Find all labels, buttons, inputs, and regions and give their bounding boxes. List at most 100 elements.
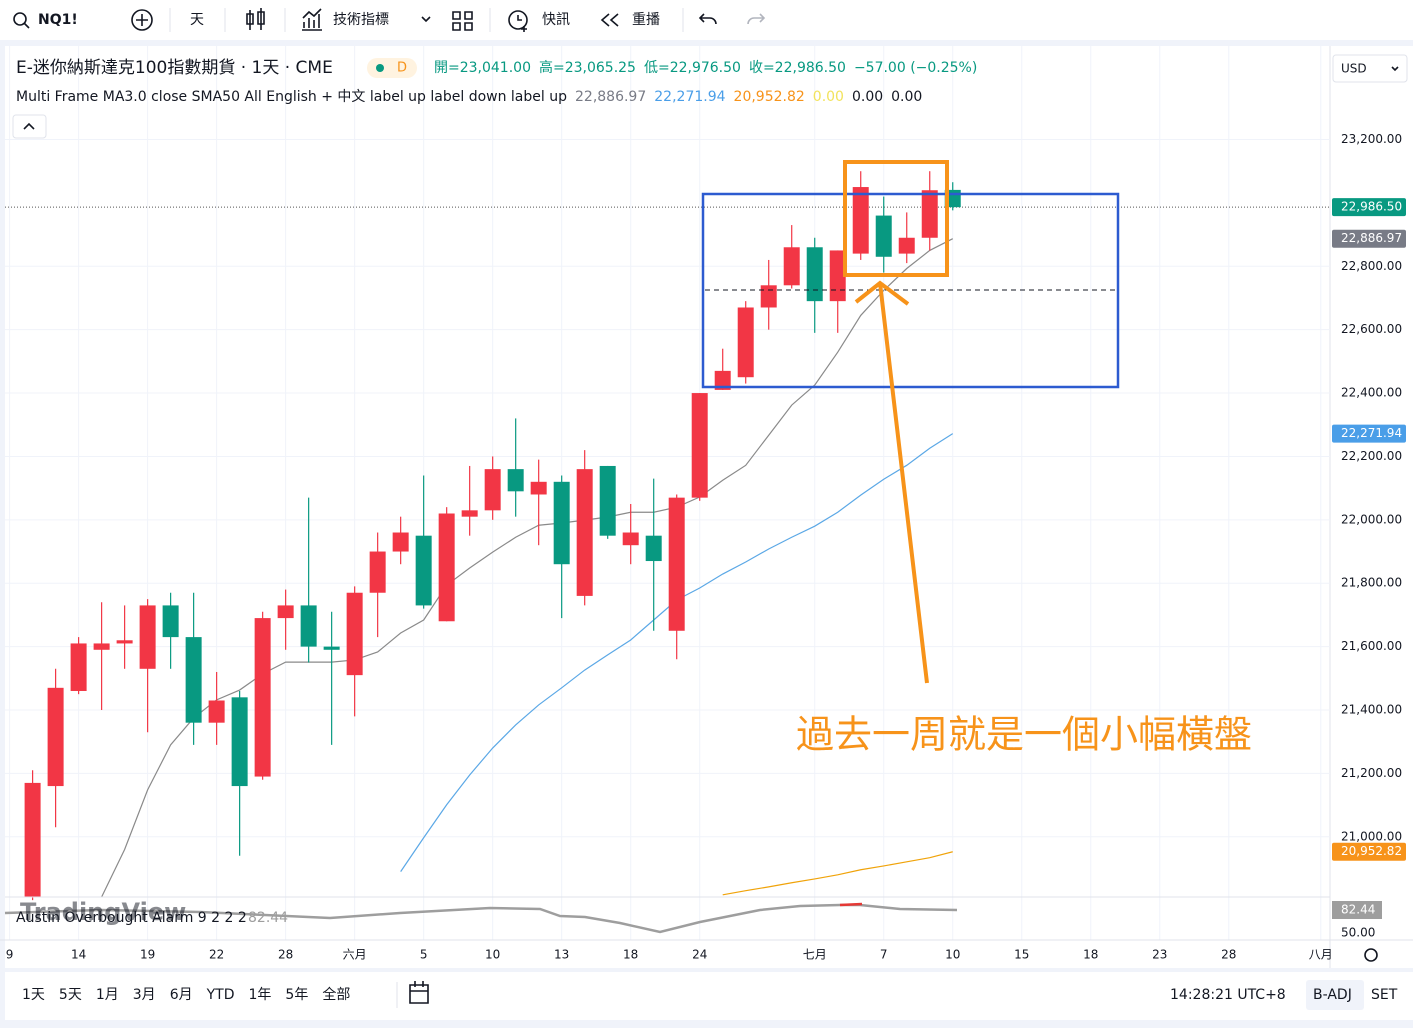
range-button[interactable]: 1年	[249, 987, 272, 1003]
dropdown-icon[interactable]	[421, 16, 431, 23]
x-tick-label: 28	[278, 948, 293, 962]
candle-body	[668, 497, 685, 631]
search-icon	[13, 12, 27, 26]
x-tick-label: 15	[1014, 948, 1029, 962]
ohlc-value: −57.00 (−0.25%)	[854, 60, 977, 76]
oscillator-tag-label: 82.44	[1341, 903, 1375, 917]
x-tick-label: 10	[485, 948, 500, 962]
candle-body	[852, 187, 869, 254]
candle-body	[438, 513, 455, 622]
x-tick-label: 28	[1221, 948, 1236, 962]
x-tick-label: 5	[420, 948, 428, 962]
adj-label: B-ADJ	[1313, 987, 1352, 1003]
indicators-button[interactable]: 技術指標	[333, 12, 389, 28]
date-range-icon[interactable]	[409, 981, 429, 1004]
indicator-values: 22,886.97 22,271.94 20,952.82 0.00 0.00 0.00	[575, 89, 922, 105]
candle-body	[139, 605, 156, 669]
candle-body	[645, 535, 662, 562]
arrow[interactable]	[854, 280, 929, 684]
price-tag	[1332, 424, 1406, 443]
x-tick-label: 22	[209, 948, 224, 962]
price-tag-label: 20,952.82	[1341, 844, 1402, 858]
replay-button[interactable]: 重播	[632, 12, 660, 28]
symbol[interactable]: NQ1!	[38, 12, 78, 28]
candle-body	[323, 646, 340, 650]
settings-icon[interactable]	[1364, 948, 1378, 962]
range-button[interactable]: 1天	[22, 987, 45, 1003]
range-button[interactable]: 5天	[59, 987, 82, 1003]
x-tick-label: 七月	[803, 948, 827, 962]
price-tag	[1332, 229, 1406, 248]
watermark: TradingView	[20, 898, 186, 926]
alert-icon[interactable]	[508, 10, 528, 30]
candle-body	[185, 637, 202, 723]
badge-label: D	[397, 61, 407, 76]
candle-icon[interactable]	[246, 8, 265, 30]
indicator-value: 22,271.94	[654, 89, 725, 105]
candle-body	[277, 605, 294, 619]
range-bar: 1天 5天 1月 3月 6月 YTD 1年 5年 全部	[22, 986, 350, 1003]
range-button[interactable]: 全部	[322, 986, 350, 1003]
y-tick-label: 21,000.00	[1341, 829, 1402, 843]
candle-body	[783, 247, 800, 286]
candle-body	[392, 532, 409, 552]
candle-body	[70, 643, 87, 691]
candle-body	[829, 250, 846, 302]
candle-body	[691, 393, 708, 498]
x-tick-label: 10	[945, 948, 960, 962]
candle-body	[162, 605, 179, 638]
ma-line	[722, 851, 953, 896]
ohlc: 開=23,041.00 高=23,065.25 低=22,976.50 收=22,98…	[434, 59, 977, 76]
y-tick-label: 22,000.00	[1341, 512, 1402, 526]
candle-body	[369, 551, 386, 593]
range-box[interactable]	[701, 192, 1120, 389]
candle-body	[116, 640, 133, 644]
x-tick-label: 18	[623, 948, 638, 962]
toolbar: NQ1! 天 技術指標 快訊 重播	[13, 8, 766, 32]
candle-body	[93, 643, 110, 650]
price-tag-label: 22,886.97	[1341, 231, 1402, 245]
set-label[interactable]: SET	[1371, 987, 1398, 1003]
indicator-value: 0.00	[891, 89, 922, 105]
highlight-box[interactable]	[843, 160, 949, 277]
badge	[367, 58, 417, 78]
candle-body	[461, 510, 478, 517]
redo-icon[interactable]	[747, 13, 766, 25]
x-tick-label: 14	[71, 948, 86, 962]
annotation: 過去一周就是一個小幅橫盤	[796, 713, 1252, 757]
range-button[interactable]: YTD	[206, 987, 235, 1003]
oscillator-value: 82.44	[248, 910, 288, 926]
candle-body	[208, 700, 225, 723]
interval[interactable]: 天	[190, 12, 204, 28]
candle-body	[714, 370, 731, 390]
alert-icon	[517, 15, 527, 32]
range-button[interactable]: 6月	[170, 987, 193, 1003]
indicator-icon[interactable]	[302, 8, 322, 31]
candle-body	[553, 481, 570, 565]
candle-body	[24, 782, 41, 897]
range-button[interactable]: 3月	[133, 987, 156, 1003]
y-tick-label: 22,200.00	[1341, 449, 1402, 463]
candle-body	[484, 469, 501, 511]
collapse-button[interactable]	[12, 114, 47, 139]
candle-body	[898, 237, 915, 254]
indicator-value: 0.00	[852, 89, 883, 105]
undo-icon[interactable]	[698, 13, 717, 25]
symbol-title: E-迷你納斯達克100指數期貨 · 1天 · CME	[16, 58, 333, 78]
range-button[interactable]: 5年	[285, 987, 308, 1003]
alerts-button[interactable]: 快訊	[542, 12, 570, 28]
adj-button[interactable]	[1306, 980, 1364, 1010]
separator	[0, 46, 5, 1028]
price-tag	[1332, 842, 1406, 861]
replay-icon[interactable]	[600, 13, 619, 27]
price-tag	[1332, 198, 1406, 217]
ohlc-value: 開=23,041.00	[434, 60, 531, 76]
candle-body	[300, 605, 317, 647]
add-icon[interactable]	[131, 9, 153, 31]
range-button[interactable]: 1月	[96, 987, 119, 1003]
plot	[5, 171, 1330, 901]
currency-select[interactable]	[1332, 54, 1408, 83]
layout-icon[interactable]	[452, 11, 473, 31]
candle-body	[921, 190, 938, 238]
